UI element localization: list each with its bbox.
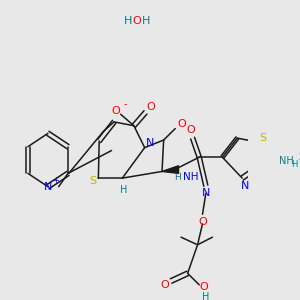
Text: O: O (160, 280, 169, 290)
Text: S: S (89, 176, 96, 186)
Polygon shape (162, 166, 178, 173)
Text: +: + (52, 176, 59, 184)
Text: O: O (146, 102, 155, 112)
Text: O: O (133, 16, 142, 26)
Text: H: H (124, 16, 132, 26)
Text: O: O (200, 282, 208, 292)
Text: N: N (44, 182, 52, 192)
Text: O: O (198, 217, 207, 227)
Text: N: N (241, 181, 250, 191)
Text: O: O (187, 125, 195, 136)
Text: N: N (146, 138, 154, 148)
Text: H: H (202, 292, 209, 300)
Text: -: - (124, 99, 128, 109)
Text: O: O (111, 106, 120, 116)
Text: O: O (178, 119, 186, 129)
Text: H: H (120, 184, 128, 195)
Text: N: N (202, 188, 210, 198)
Text: H: H (291, 160, 297, 169)
Text: 2: 2 (298, 153, 300, 162)
Text: NH: NH (183, 172, 198, 182)
Text: H: H (174, 173, 181, 182)
Text: H: H (142, 16, 151, 26)
Text: S: S (259, 133, 266, 143)
Text: NH: NH (279, 156, 293, 166)
